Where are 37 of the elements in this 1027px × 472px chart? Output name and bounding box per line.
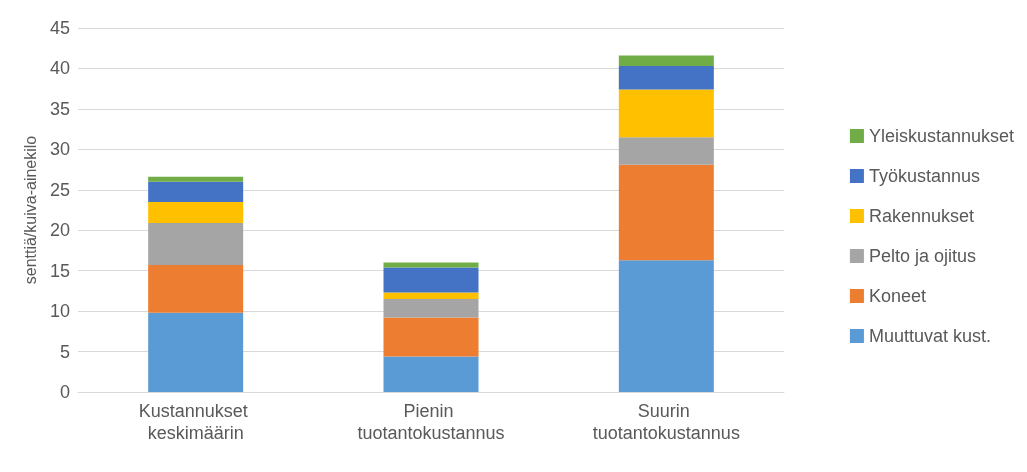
bar bbox=[148, 222, 244, 265]
x-tick-label: Suurin tuotantokustannus bbox=[592, 401, 740, 443]
y-tick-label: 15 bbox=[49, 260, 70, 281]
bar bbox=[618, 260, 714, 392]
bar bbox=[383, 356, 479, 392]
x-tick-label: Kustannukset keskimäärin bbox=[138, 401, 253, 443]
legend-label: Koneet bbox=[868, 286, 926, 306]
y-axis-title: senttiä/kuiva-ainekilo bbox=[21, 135, 39, 285]
y-tick-label: 40 bbox=[49, 58, 70, 79]
legend-label: Muuttuvat kust. bbox=[868, 326, 991, 346]
bar bbox=[148, 201, 244, 223]
legend-label: Yleiskustannukset bbox=[868, 126, 1015, 146]
x-tick-label: Pienin tuotantokustannus bbox=[357, 401, 505, 443]
bar bbox=[383, 292, 479, 299]
bar bbox=[148, 181, 244, 202]
y-tick-label: 0 bbox=[59, 382, 70, 402]
legend-label: Rakennukset bbox=[868, 206, 974, 226]
legend-label: Pelto ja ojitus bbox=[868, 246, 976, 266]
bar bbox=[618, 137, 714, 165]
y-tick-label: 20 bbox=[49, 220, 70, 241]
bar bbox=[383, 317, 479, 357]
bar bbox=[618, 164, 714, 261]
y-tick-label: 35 bbox=[49, 98, 70, 119]
y-tick-label: 10 bbox=[49, 301, 70, 322]
bar bbox=[148, 312, 244, 392]
y-tick-label: 5 bbox=[59, 341, 70, 362]
y-tick-label: 45 bbox=[49, 18, 70, 38]
bar bbox=[148, 176, 244, 182]
legend-label: Työkustannus bbox=[868, 166, 980, 186]
bar bbox=[148, 265, 244, 313]
bar bbox=[383, 298, 479, 318]
bar bbox=[383, 267, 479, 293]
y-tick-label: 25 bbox=[49, 179, 70, 200]
y-tick-label: 30 bbox=[49, 139, 70, 160]
bar bbox=[618, 66, 714, 90]
bar bbox=[618, 89, 714, 138]
bar bbox=[618, 55, 714, 67]
